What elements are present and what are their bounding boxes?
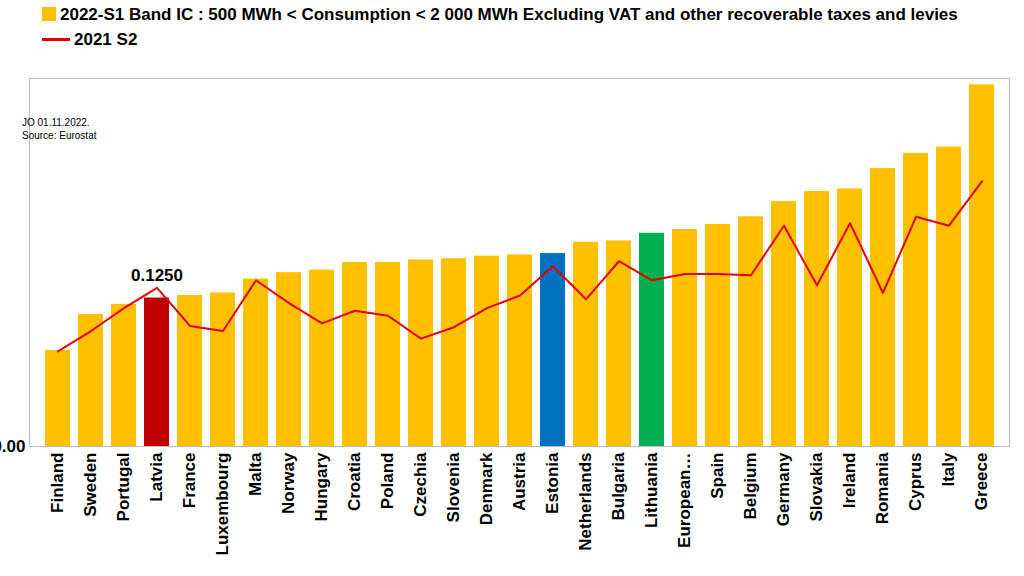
svg-text:0.1250: 0.1250 [131,266,183,285]
svg-text:Croatia: Croatia [345,452,364,511]
svg-text:Lithuania: Lithuania [642,452,661,528]
svg-text:Denmark: Denmark [477,452,496,525]
svg-text:Portugal: Portugal [114,453,133,522]
svg-text:Greece: Greece [972,453,991,511]
svg-text:Netherlands: Netherlands [576,453,595,551]
svg-text:Slovenia: Slovenia [444,452,463,522]
svg-text:Estonia: Estonia [543,452,562,514]
svg-text:Norway: Norway [279,452,298,514]
svg-text:Sweden: Sweden [81,453,100,517]
svg-text:Spain: Spain [708,453,727,499]
svg-text:France: France [180,453,199,509]
svg-text:Cyprus: Cyprus [906,453,925,512]
html-text:JO 01.11.2022.: JO 01.11.2022. [22,117,90,128]
svg-text:Austria: Austria [510,452,529,511]
svg-text:Latvia: Latvia [147,452,166,502]
svg-text:Malta: Malta [246,452,265,496]
svg-text:European…: European… [675,453,694,548]
svg-text:Luxembourg: Luxembourg [213,453,232,556]
svg-text:Finland: Finland [48,453,67,513]
html-text:Source: Eurostat: Source: Eurostat [22,130,97,141]
svg-text:Czechia: Czechia [411,452,430,517]
svg-text:Bulgaria: Bulgaria [609,452,628,521]
svg-text:0.00: 0.00 [0,437,26,456]
svg-text:Slovakia: Slovakia [807,452,826,522]
svg-text:Hungary: Hungary [312,452,331,522]
svg-text:Italy: Italy [939,452,958,487]
svg-text:Belgium: Belgium [741,453,760,520]
svg-text:Romania: Romania [873,452,892,524]
svg-text:Ireland: Ireland [840,453,859,509]
html-text:2022-S1 Band IC : 500 MWh < Co: 2022-S1 Band IC : 500 MWh < Consumption … [60,5,958,24]
html-text:2021 S2: 2021 S2 [74,30,138,49]
svg-text:Germany: Germany [774,452,793,526]
svg-text:Poland: Poland [378,453,397,510]
